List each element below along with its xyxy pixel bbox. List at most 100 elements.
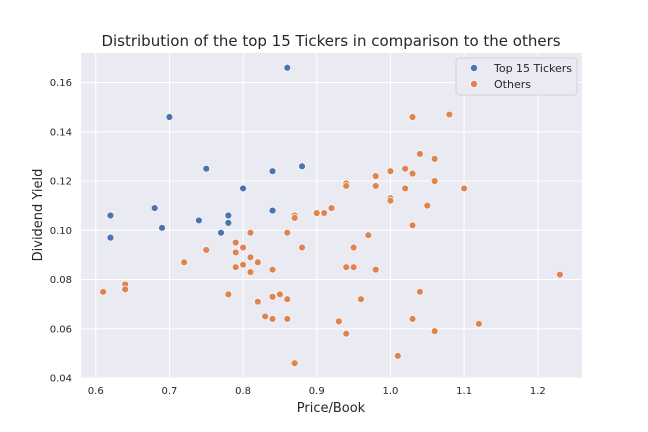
data-point-others	[239, 261, 247, 269]
data-point-others	[335, 317, 343, 326]
data-point-top15	[195, 216, 203, 225]
x-tick-label: 1.2	[530, 386, 546, 397]
data-point-others	[224, 290, 233, 298]
data-point-others	[232, 238, 240, 247]
data-point-others	[320, 209, 328, 217]
y-tick-label: 0.04	[50, 374, 72, 385]
data-point-others	[460, 184, 468, 193]
y-tick-label: 0.06	[50, 324, 72, 335]
data-point-others	[180, 258, 188, 266]
data-point-others	[246, 268, 255, 276]
data-point-others	[283, 229, 291, 237]
data-point-others	[401, 165, 409, 173]
data-point-others	[357, 295, 365, 303]
x-tick-labels: 0.6 0.7 0.8 0.9 1.0 1.1 1.2	[88, 386, 546, 397]
data-point-others	[246, 253, 255, 262]
data-point-others	[430, 155, 439, 163]
data-point-others	[342, 182, 350, 190]
data-point-others	[408, 315, 417, 323]
data-point-top15	[106, 211, 115, 220]
data-point-top15	[239, 184, 247, 193]
data-point-others	[423, 201, 431, 210]
data-point-others	[416, 288, 424, 296]
data-point-others	[327, 204, 336, 212]
data-point-others	[372, 265, 380, 274]
data-point-others	[121, 285, 129, 294]
data-point-others	[239, 243, 247, 252]
y-tick-label: 0.08	[50, 275, 72, 286]
data-point-others	[254, 258, 262, 266]
data-point-others	[475, 320, 483, 328]
x-tick-label: 0.6	[88, 386, 104, 397]
data-point-others	[268, 293, 277, 301]
data-point-others	[261, 312, 269, 321]
data-point-others	[386, 197, 395, 205]
data-point-others	[349, 263, 358, 271]
data-point-others	[99, 288, 107, 296]
legend-marker-others	[470, 80, 478, 88]
data-point-others	[408, 221, 417, 230]
data-point-others	[290, 214, 299, 222]
data-point-top15	[283, 64, 291, 72]
data-point-others	[401, 184, 409, 193]
y-tick-labels: 0.04 0.06 0.08 0.10 0.12 0.14 0.16	[50, 78, 72, 384]
data-point-top15	[268, 206, 277, 215]
data-point-others	[254, 297, 262, 306]
y-tick-label: 0.16	[50, 78, 72, 89]
legend-marker-top15	[470, 64, 478, 72]
data-point-top15	[158, 224, 166, 232]
data-point-others	[202, 246, 210, 254]
data-point-others	[268, 315, 277, 323]
data-point-others	[342, 263, 350, 271]
legend-box	[455, 57, 578, 96]
y-axis-title: Dividend Yield	[31, 169, 46, 262]
data-point-others	[408, 169, 417, 178]
legend-label-others: Others	[494, 78, 531, 91]
x-axis-title: Price/Book	[297, 401, 366, 416]
y-tick-label: 0.14	[50, 127, 72, 138]
data-point-others	[394, 352, 402, 360]
legend: Top 15 Tickers Others	[455, 57, 578, 96]
data-point-others	[349, 243, 358, 252]
data-point-top15	[224, 211, 233, 220]
data-point-others	[556, 270, 564, 279]
data-point-others	[430, 327, 439, 335]
data-point-others	[408, 113, 417, 121]
data-point-others	[283, 295, 291, 303]
grid-lines	[81, 53, 582, 379]
x-tick-label: 0.9	[309, 386, 325, 397]
data-point-others	[372, 182, 380, 190]
plot-area	[81, 53, 582, 378]
x-tick-label: 0.8	[235, 386, 251, 397]
data-point-others	[313, 209, 321, 217]
chart-title: Distribution of the top 15 Tickers in co…	[101, 32, 560, 50]
data-point-others	[445, 110, 454, 119]
data-point-others	[290, 359, 299, 367]
data-point-top15	[106, 233, 115, 242]
data-point-top15	[217, 229, 225, 237]
data-point-top15	[298, 162, 306, 170]
data-point-others	[232, 248, 240, 257]
data-point-top15	[202, 165, 210, 173]
data-point-others	[416, 150, 424, 158]
x-tick-label: 1.1	[456, 386, 472, 397]
data-point-others	[276, 290, 284, 298]
data-points	[99, 64, 564, 367]
data-point-others	[342, 329, 350, 338]
legend-label-top15: Top 15 Tickers	[493, 62, 572, 75]
data-point-others	[364, 231, 373, 239]
data-point-others	[232, 263, 240, 271]
data-point-others	[372, 172, 380, 180]
y-tick-label: 0.10	[50, 226, 72, 237]
data-point-others	[268, 265, 277, 274]
data-point-top15	[165, 113, 174, 121]
x-tick-label: 1.0	[382, 386, 398, 397]
data-point-others	[283, 315, 291, 323]
y-tick-label: 0.12	[50, 177, 72, 188]
data-point-others	[298, 243, 306, 252]
data-point-top15	[224, 219, 233, 227]
x-tick-label: 0.7	[161, 386, 177, 397]
data-point-others	[246, 229, 255, 237]
data-point-others	[386, 167, 395, 175]
